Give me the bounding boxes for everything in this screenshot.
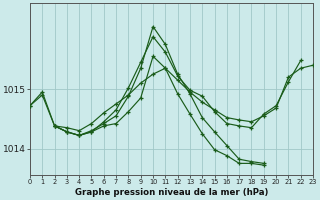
X-axis label: Graphe pression niveau de la mer (hPa): Graphe pression niveau de la mer (hPa) bbox=[75, 188, 268, 197]
